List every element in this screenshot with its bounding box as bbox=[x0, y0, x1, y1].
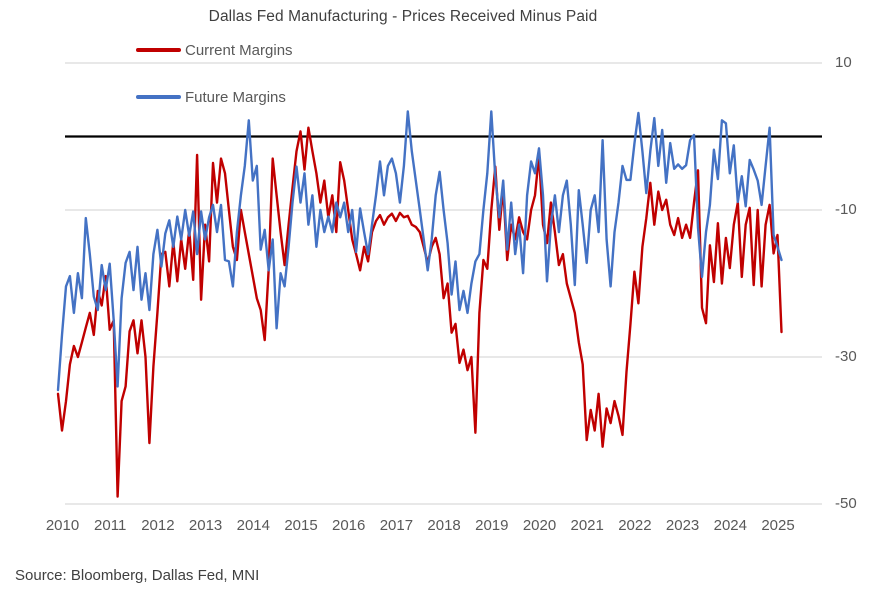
series-line-future-margins bbox=[56, 110, 783, 392]
x-tick-label-2010: 2010 bbox=[45, 517, 80, 534]
legend-label-future-margins: Future Margins bbox=[185, 88, 286, 106]
legend-item-current-margins: Current Margins bbox=[136, 41, 293, 59]
y-tick-label--30: -30 bbox=[835, 348, 857, 365]
x-tick-label-2013: 2013 bbox=[188, 517, 223, 534]
x-tick-label-2021: 2021 bbox=[570, 517, 604, 534]
chart-title: Dallas Fed Manufacturing - Prices Receiv… bbox=[208, 8, 598, 25]
x-tick-label-2024: 2024 bbox=[713, 517, 747, 534]
future-margins-line-swatch bbox=[136, 95, 181, 99]
x-tick-label-2016: 2016 bbox=[332, 517, 366, 534]
series-line-current-margins bbox=[56, 126, 783, 498]
y-tick-label-10: 10 bbox=[835, 54, 852, 71]
y-tick-label--50: -50 bbox=[835, 495, 857, 512]
x-tick-label-2014: 2014 bbox=[236, 517, 270, 534]
x-tick-label-2017: 2017 bbox=[379, 517, 414, 534]
y-tick-label--10: -10 bbox=[835, 201, 857, 218]
x-tick-label-2018: 2018 bbox=[427, 517, 461, 534]
x-tick-label-2019: 2019 bbox=[475, 517, 509, 534]
x-tick-label-2020: 2020 bbox=[522, 517, 557, 534]
x-tick-label-2022: 2022 bbox=[618, 517, 652, 534]
source-note: Source: Bloomberg, Dallas Fed, MNI bbox=[15, 567, 260, 584]
legend-item-future-margins: Future Margins bbox=[136, 88, 286, 106]
current-margins-line-swatch bbox=[136, 48, 181, 52]
x-tick-label-2025: 2025 bbox=[761, 517, 795, 534]
x-tick-label-2015: 2015 bbox=[284, 517, 318, 534]
x-tick-label-2023: 2023 bbox=[665, 517, 700, 534]
x-tick-label-2011: 2011 bbox=[94, 517, 127, 534]
x-tick-label-2012: 2012 bbox=[141, 517, 175, 534]
legend-label-current-margins: Current Margins bbox=[185, 41, 293, 59]
